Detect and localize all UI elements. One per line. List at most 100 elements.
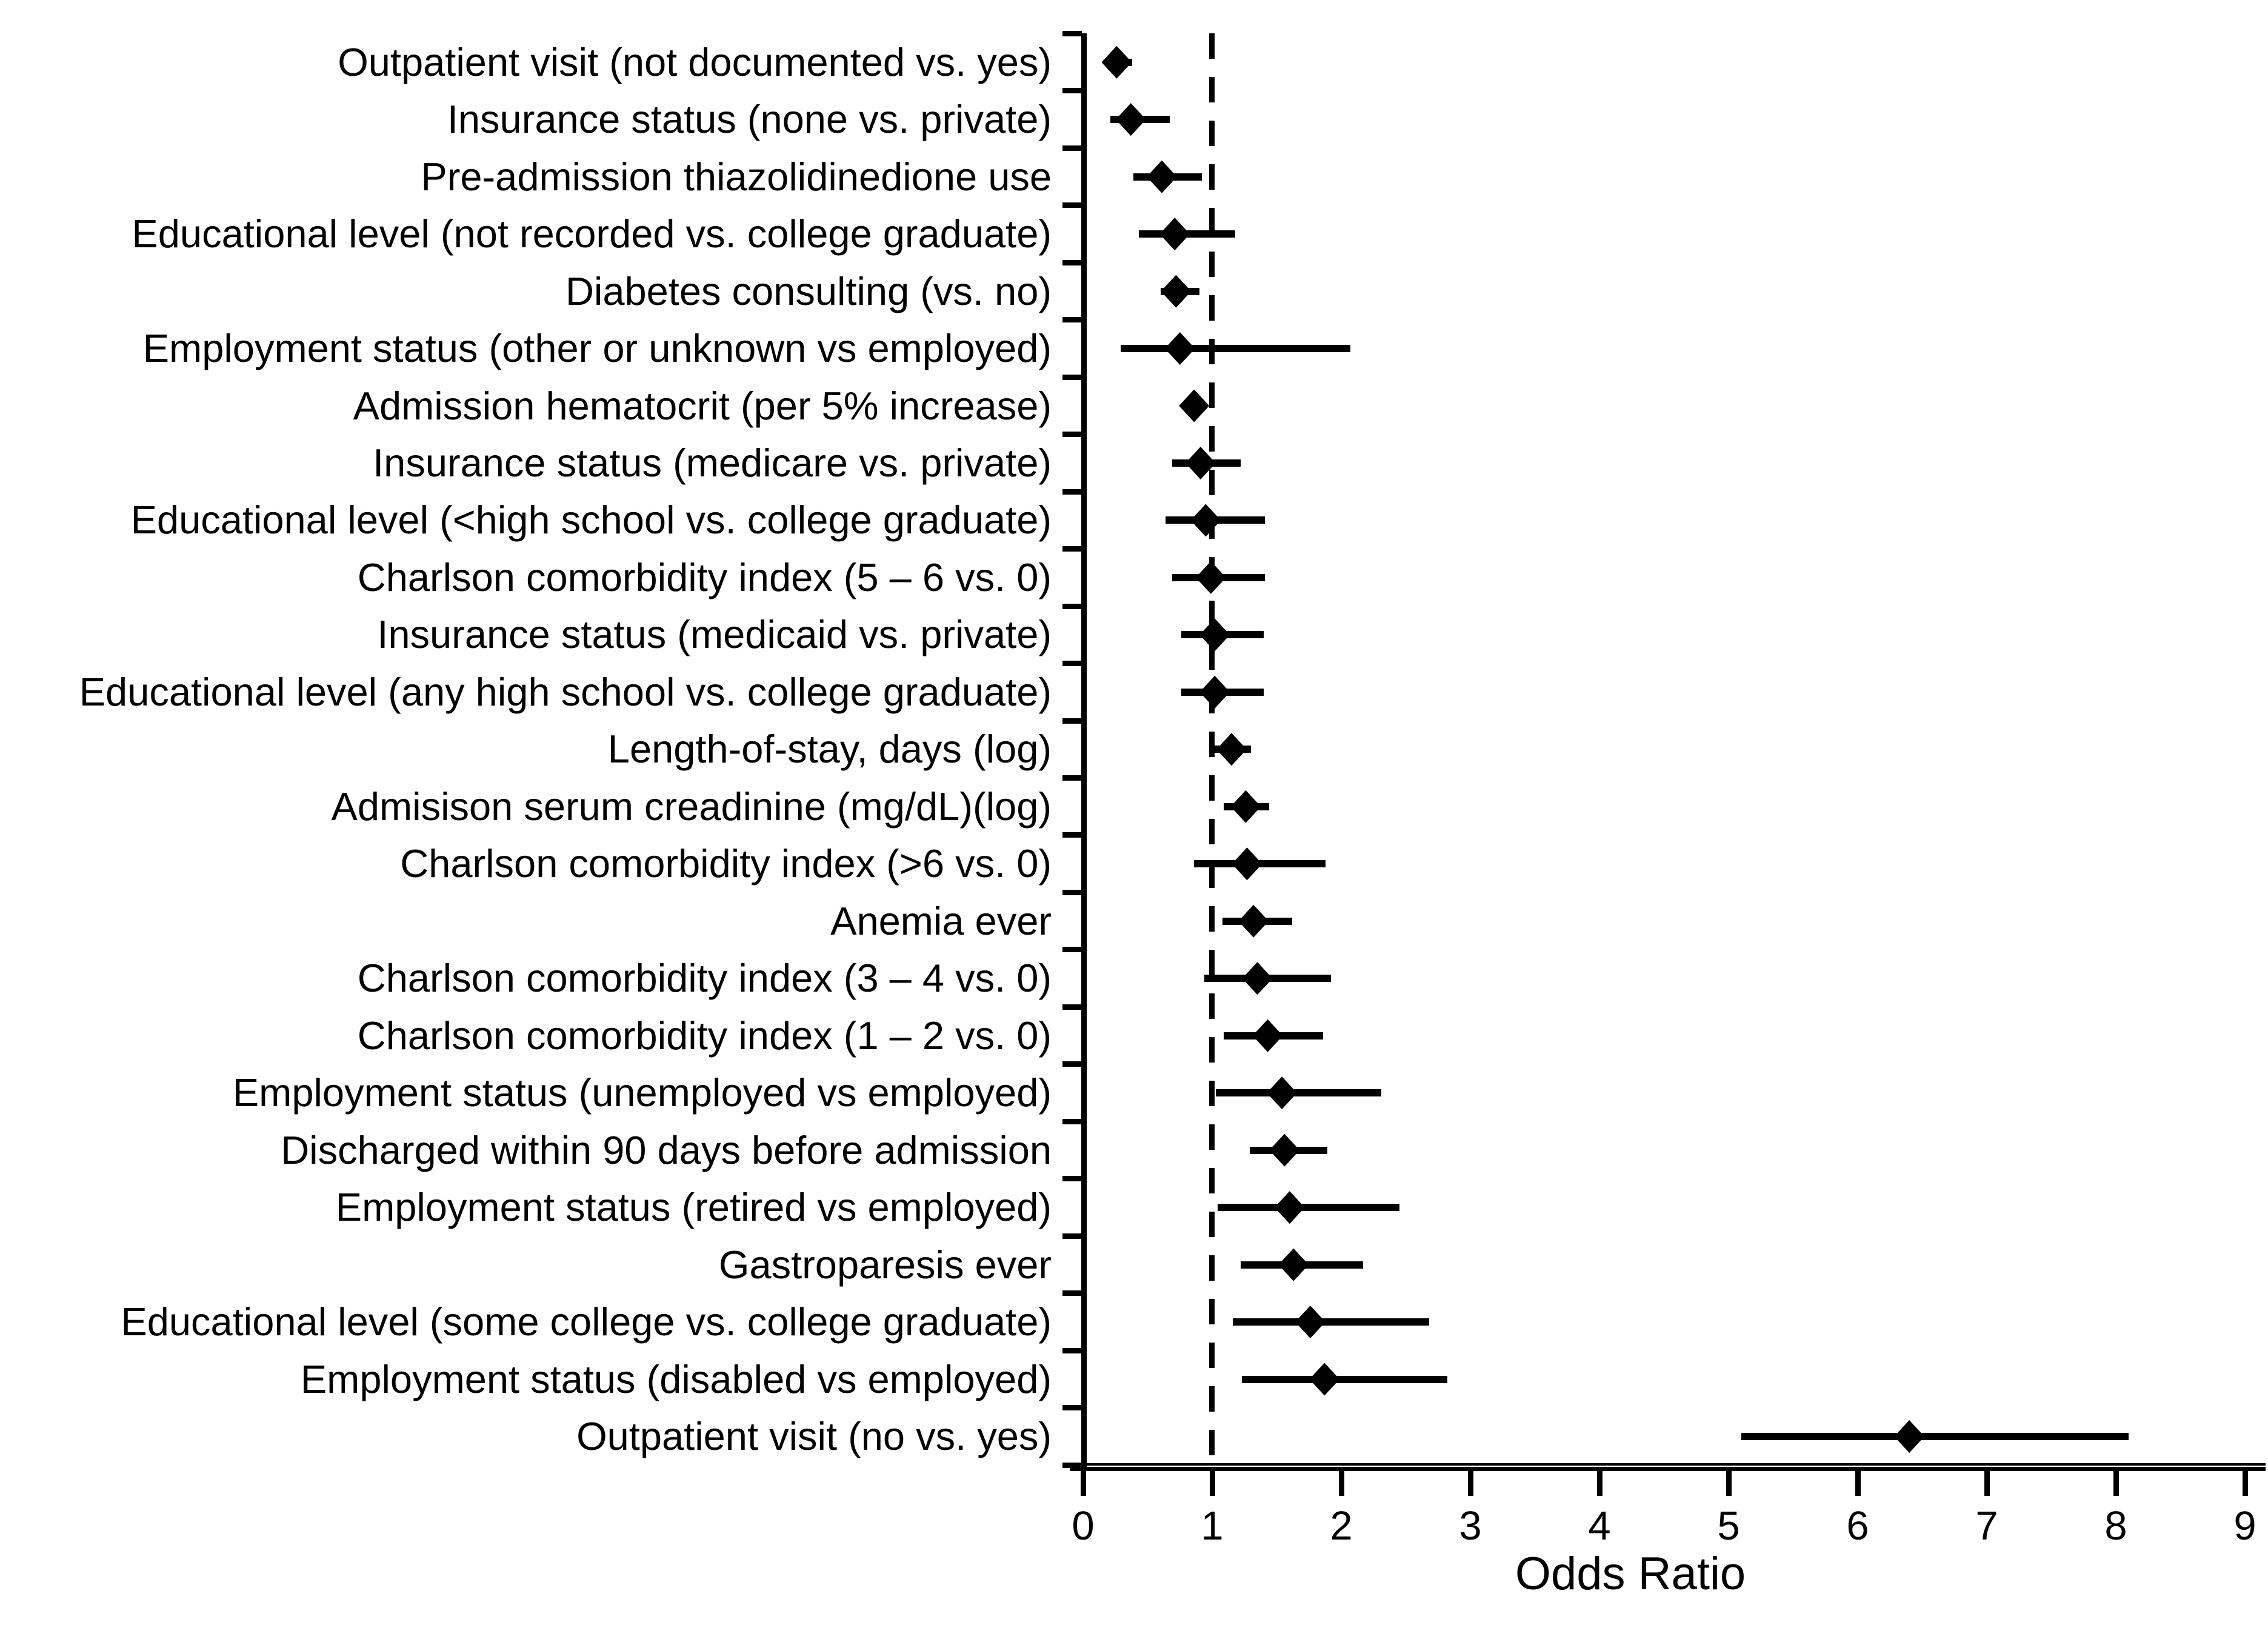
- or-diamond: [1267, 1076, 1298, 1110]
- row-label: Employment status (other or unknown vs e…: [142, 326, 1052, 371]
- or-diamond: [1161, 275, 1192, 308]
- row-label: Educational level (some college vs. coll…: [121, 1300, 1052, 1344]
- or-diamond: [1101, 45, 1132, 79]
- y-tick: [1062, 489, 1082, 495]
- or-diamond: [1242, 962, 1273, 995]
- or-diamond: [1230, 790, 1261, 823]
- y-tick: [1062, 775, 1082, 781]
- y-tick: [1062, 832, 1082, 838]
- or-diamond: [1115, 103, 1146, 136]
- row-label: Gastroparesis ever: [718, 1242, 1052, 1287]
- y-tick: [1062, 259, 1082, 265]
- ci-line: [1120, 345, 1350, 353]
- y-tick: [1062, 661, 1082, 667]
- x-tick: [1338, 1470, 1344, 1496]
- or-diamond: [1894, 1420, 1925, 1453]
- x-tick-label: 6: [1846, 1503, 1869, 1549]
- x-tick: [1209, 1470, 1215, 1496]
- or-diamond: [1295, 1306, 1326, 1339]
- row-label: Outpatient visit (not documented vs. yes…: [338, 39, 1052, 84]
- or-diamond: [1309, 1363, 1340, 1396]
- y-tick: [1062, 718, 1082, 724]
- row-label: Charlson comorbidity index (3 – 4 vs. 0): [357, 956, 1052, 1001]
- x-tick: [1467, 1470, 1473, 1496]
- y-tick: [1062, 432, 1082, 438]
- y-tick: [1062, 1118, 1082, 1124]
- row-label: Insurance status (none vs. private): [447, 97, 1052, 142]
- y-tick: [1062, 30, 1082, 36]
- row-label: Charlson comorbidity index (5 – 6 vs. 0): [357, 555, 1052, 599]
- x-tick: [1596, 1470, 1603, 1496]
- y-tick: [1062, 1290, 1082, 1296]
- or-diamond: [1199, 618, 1230, 652]
- x-tick-label: 7: [1975, 1503, 1998, 1549]
- y-tick: [1062, 1405, 1082, 1411]
- or-diamond: [1232, 847, 1262, 881]
- y-axis-line: [1081, 33, 1087, 1469]
- row-label: Pre-admission thiazolidinedione use: [421, 154, 1052, 199]
- or-diamond: [1146, 160, 1177, 193]
- y-tick: [1062, 1176, 1082, 1182]
- or-diamond: [1179, 389, 1210, 422]
- y-tick: [1062, 889, 1082, 895]
- x-tick: [1855, 1470, 1861, 1496]
- x-tick-label: 4: [1588, 1503, 1611, 1549]
- y-tick: [1062, 202, 1082, 209]
- y-tick: [1062, 1061, 1082, 1067]
- or-diamond: [1278, 1248, 1309, 1281]
- or-diamond: [1269, 1133, 1300, 1167]
- ci-line: [1741, 1432, 2129, 1440]
- or-diamond: [1252, 1019, 1283, 1052]
- y-tick: [1062, 947, 1082, 953]
- y-tick: [1062, 145, 1082, 151]
- y-tick: [1062, 1233, 1082, 1239]
- y-tick: [1062, 546, 1082, 552]
- or-diamond: [1164, 332, 1195, 365]
- row-label: Employment status (retired vs employed): [335, 1185, 1052, 1230]
- or-diamond: [1159, 218, 1190, 251]
- or-diamond: [1199, 675, 1230, 709]
- reference-line-or-1: [1209, 33, 1215, 1464]
- y-tick: [1062, 317, 1082, 323]
- row-label: Anemia ever: [830, 898, 1052, 943]
- ci-line: [1233, 1318, 1429, 1326]
- row-label: Outpatient visit (no vs. yes): [576, 1413, 1052, 1458]
- x-tick: [1726, 1470, 1732, 1496]
- x-tick: [1080, 1470, 1086, 1496]
- x-tick: [2242, 1470, 2248, 1496]
- y-tick: [1062, 88, 1082, 94]
- row-label: Insurance status (medicare vs. private): [373, 440, 1052, 485]
- row-label: Length-of-stay, days (log): [607, 727, 1052, 772]
- ci-line: [1241, 1375, 1447, 1383]
- row-label: Discharged within 90 days before admissi…: [281, 1127, 1052, 1172]
- row-label: Employment status (disabled vs employed): [300, 1356, 1052, 1401]
- y-tick: [1062, 1462, 1082, 1468]
- row-label: Admission hematocrit (per 5% increase): [353, 383, 1052, 428]
- or-diamond: [1238, 904, 1269, 938]
- x-tick: [1984, 1470, 1990, 1496]
- y-tick: [1062, 603, 1082, 609]
- y-tick: [1062, 1347, 1082, 1353]
- x-tick-label: 0: [1072, 1503, 1095, 1549]
- row-label: Charlson comorbidity index (>6 vs. 0): [400, 841, 1052, 886]
- x-axis-line-upper: [1070, 1463, 2266, 1466]
- row-label: Educational level (any high school vs. c…: [79, 669, 1052, 714]
- y-tick: [1062, 374, 1082, 380]
- ci-line: [1217, 1204, 1399, 1212]
- row-label: Educational level (not recorded vs. coll…: [132, 212, 1052, 256]
- x-tick-label: 9: [2233, 1503, 2256, 1549]
- y-tick: [1062, 1004, 1082, 1010]
- row-label: Diabetes consulting (vs. no): [565, 269, 1052, 313]
- row-label: Educational level (<high school vs. coll…: [130, 498, 1052, 542]
- row-label: Charlson comorbidity index (1 – 2 vs. 0): [357, 1013, 1052, 1058]
- or-diamond: [1274, 1191, 1305, 1224]
- or-diamond: [1190, 504, 1221, 537]
- x-tick: [2113, 1470, 2119, 1496]
- row-label: Employment status (unemployed vs employe…: [232, 1070, 1052, 1115]
- x-axis-line-lower: [1070, 1467, 2266, 1471]
- x-tick-label: 3: [1459, 1503, 1482, 1549]
- or-diamond: [1195, 561, 1226, 594]
- x-tick-label: 2: [1330, 1503, 1353, 1549]
- or-diamond: [1216, 733, 1247, 766]
